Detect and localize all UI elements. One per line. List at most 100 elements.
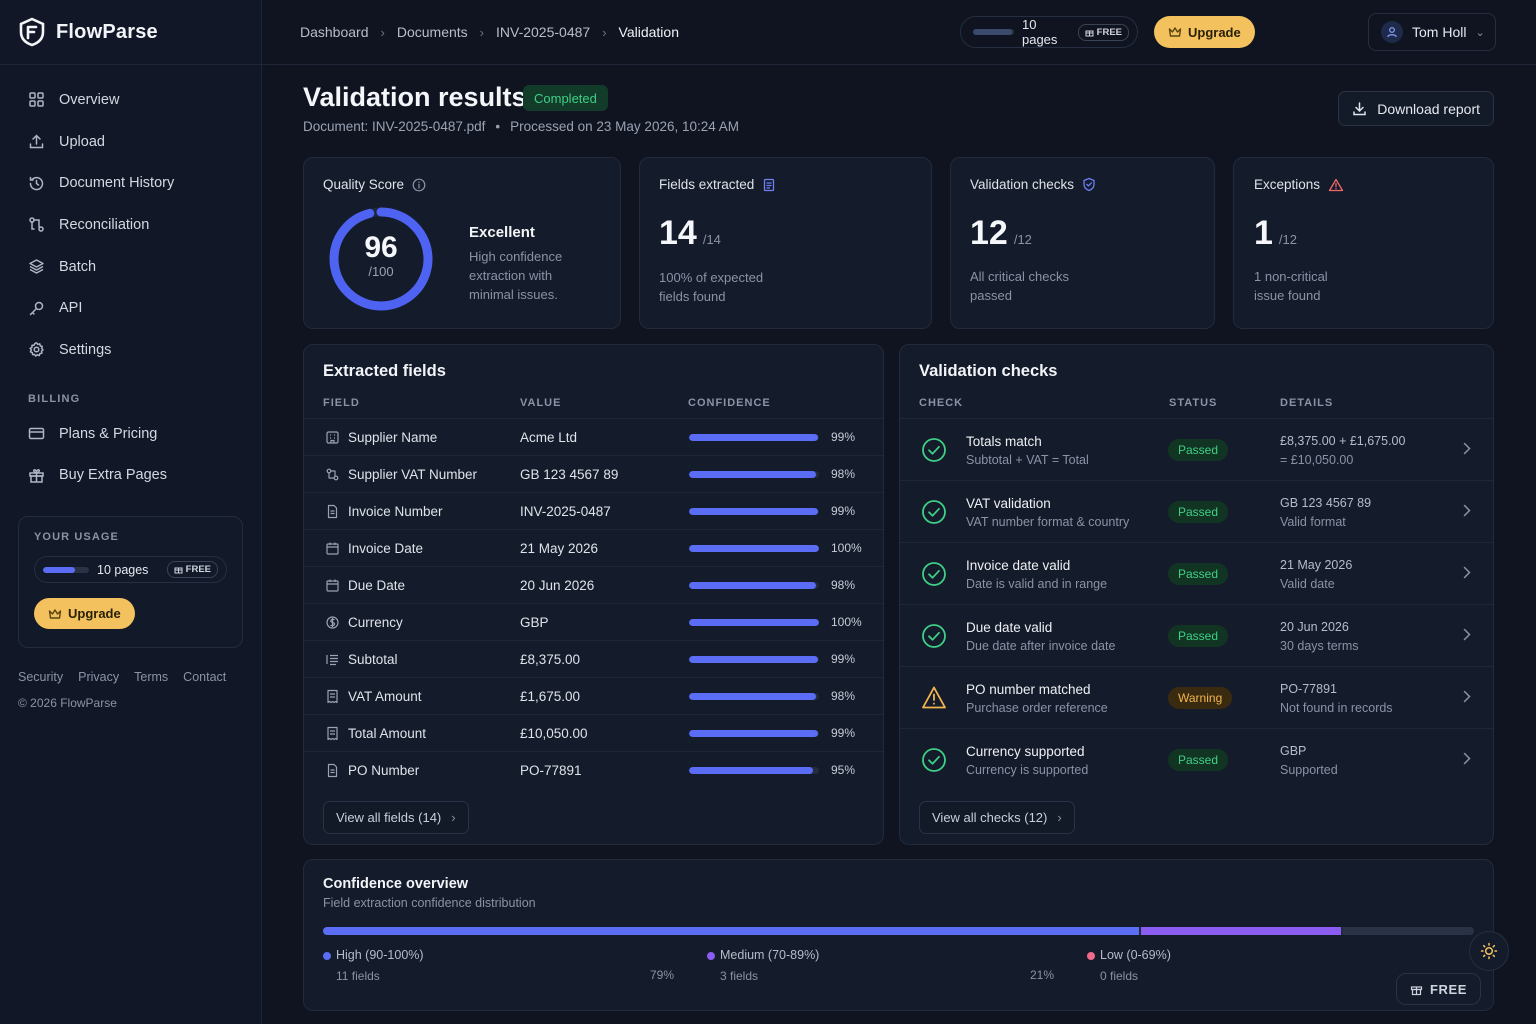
confidence-bar: [689, 692, 819, 700]
checks-desc-line: All critical checks: [970, 269, 1069, 284]
column-header-field: FIELD: [323, 397, 360, 409]
field-name: VAT Amount: [348, 688, 422, 704]
field-name: Invoice Number: [348, 503, 443, 519]
table-row[interactable]: VAT validation VAT number format & countr…: [900, 480, 1493, 542]
confidence-bar-fill: [689, 655, 818, 663]
check-detail-secondary: Valid format: [1280, 515, 1346, 529]
table-row[interactable]: Subtotal £8,375.00 99%: [304, 640, 883, 677]
table-row[interactable]: PO Number PO-77891 95%: [304, 751, 883, 788]
footer-link-security[interactable]: Security: [18, 670, 64, 684]
table-row[interactable]: VAT Amount £1,675.00 98%: [304, 677, 883, 714]
table-row[interactable]: Currency supported Currency is supported P…: [900, 728, 1493, 790]
brand[interactable]: FlowParse: [0, 0, 261, 65]
check-circle-icon: [921, 561, 947, 587]
table-row[interactable]: Invoice date valid Date is valid and in r…: [900, 542, 1493, 604]
sidebar-item-batch[interactable]: Batch: [0, 246, 261, 288]
sidebar-item-buy-extra-pages[interactable]: Buy Extra Pages: [0, 455, 261, 497]
gift-icon: [28, 467, 45, 484]
fields-count: 14: [659, 214, 697, 252]
status-badge: Passed: [1168, 749, 1229, 771]
vat-icon: [325, 467, 340, 482]
sun-icon: [1480, 942, 1498, 960]
status-badge: Passed: [1168, 439, 1229, 461]
sidebar-item-label: Settings: [59, 341, 112, 358]
download-report-button[interactable]: Download report: [1338, 91, 1494, 126]
sidebar-item-upload[interactable]: Upload: [0, 121, 261, 163]
confidence-percent: 100%: [831, 615, 862, 629]
fields-value: 14/14: [659, 214, 721, 253]
score-value: 96 /100: [326, 232, 436, 280]
top-upgrade-button[interactable]: Upgrade: [1154, 16, 1255, 48]
breadcrumb-dashboard[interactable]: Dashboard: [300, 24, 369, 40]
legend-percent: 79%: [649, 968, 674, 982]
footer-link-privacy[interactable]: Privacy: [78, 670, 120, 684]
breadcrumb-invoice[interactable]: INV-2025-0487: [496, 24, 591, 40]
chevron-right-icon[interactable]: [1463, 566, 1471, 579]
confidence-percent: 99%: [831, 652, 856, 666]
chevron-right-icon[interactable]: [1463, 752, 1471, 765]
table-row[interactable]: Supplier Name Acme Ltd 99%: [304, 418, 883, 455]
check-detail-secondary: Supported: [1280, 763, 1338, 777]
table-row[interactable]: Total Amount £10,050.00 99%: [304, 714, 883, 751]
chevron-right-icon: ›: [1057, 810, 1062, 825]
chevron-right-icon: ›: [451, 810, 456, 825]
plan-label: FREE: [185, 564, 211, 575]
plan-label: FREE: [1096, 26, 1122, 38]
confidence-percent: 99%: [831, 430, 856, 444]
confidence-percent: 99%: [831, 504, 856, 518]
free-plan-button[interactable]: FREE: [1396, 973, 1481, 1005]
warning-icon: [1328, 178, 1344, 191]
legend-dot: [323, 951, 331, 960]
user-menu-button[interactable]: Tom Holl ⌄: [1368, 13, 1496, 51]
table-row[interactable]: PO number matched Purchase order referenc…: [900, 666, 1493, 728]
view-all-fields-button[interactable]: View all fields (14) ›: [323, 801, 469, 834]
sidebar-item-settings[interactable]: Settings: [0, 329, 261, 371]
legend-dot: [1087, 951, 1095, 960]
sidebar-item-label: Batch: [59, 258, 97, 275]
table-row[interactable]: Invoice Number INV-2025-0487 99%: [304, 492, 883, 529]
chevron-right-icon: ›: [602, 24, 607, 40]
chevron-right-icon[interactable]: [1463, 690, 1471, 703]
check-description: Currency is supported: [966, 763, 1089, 777]
check-description: Subtotal + VAT = Total: [966, 453, 1089, 467]
crown-icon: [1168, 27, 1182, 37]
table-row[interactable]: Due date valid Due date after invoice dat…: [900, 604, 1493, 666]
table-row[interactable]: Currency GBP 100%: [304, 603, 883, 640]
status-badge: Passed: [1168, 501, 1229, 523]
table-row[interactable]: Totals match Subtotal + VAT = Total Passed…: [900, 418, 1493, 480]
chevron-right-icon[interactable]: [1463, 442, 1471, 455]
dot-separator: •: [495, 119, 501, 134]
building-icon: [325, 430, 340, 445]
field-value: 21 May 2026: [520, 540, 599, 556]
table-row[interactable]: Invoice Date 21 May 2026 100%: [304, 529, 883, 566]
check-circle-icon: [921, 623, 947, 649]
sidebar-item-api[interactable]: API: [0, 287, 261, 329]
warning-triangle-icon: [921, 685, 947, 711]
fields-desc-line: fields found: [659, 289, 726, 304]
currency-icon: [325, 615, 340, 630]
view-all-checks-button[interactable]: View all checks (12) ›: [919, 801, 1075, 834]
info-icon[interactable]: [412, 178, 426, 192]
chevron-right-icon[interactable]: [1463, 504, 1471, 517]
breadcrumb-documents[interactable]: Documents: [396, 24, 468, 40]
crown-icon: [48, 608, 62, 619]
document-icon: [325, 504, 340, 519]
sidebar-upgrade-button[interactable]: Upgrade: [34, 598, 135, 629]
sidebar-item-document-history[interactable]: Document History: [0, 162, 261, 204]
reconcile-icon: [28, 216, 45, 233]
chevron-right-icon[interactable]: [1463, 628, 1471, 641]
footer-link-contact[interactable]: Contact: [183, 670, 227, 684]
top-usage-meter[interactable]: 10 pages FREE: [960, 16, 1138, 48]
confidence-bar: [689, 544, 819, 552]
table-row[interactable]: Supplier VAT Number GB 123 4567 89 98%: [304, 455, 883, 492]
sidebar-item-plans-pricing[interactable]: Plans & Pricing: [0, 413, 261, 455]
footer-link-terms[interactable]: Terms: [134, 670, 169, 684]
theme-toggle-button[interactable]: [1469, 931, 1509, 971]
extracted-fields-title: Extracted fields: [323, 362, 446, 380]
check-title: Totals match: [966, 434, 1042, 449]
legend-label: Medium (70-89%): [720, 948, 820, 962]
table-row[interactable]: Due Date 20 Jun 2026 98%: [304, 566, 883, 603]
checks-description: All critical checks passed: [970, 267, 1069, 305]
sidebar-item-overview[interactable]: Overview: [0, 79, 261, 121]
sidebar-item-reconciliation[interactable]: Reconciliation: [0, 204, 261, 246]
